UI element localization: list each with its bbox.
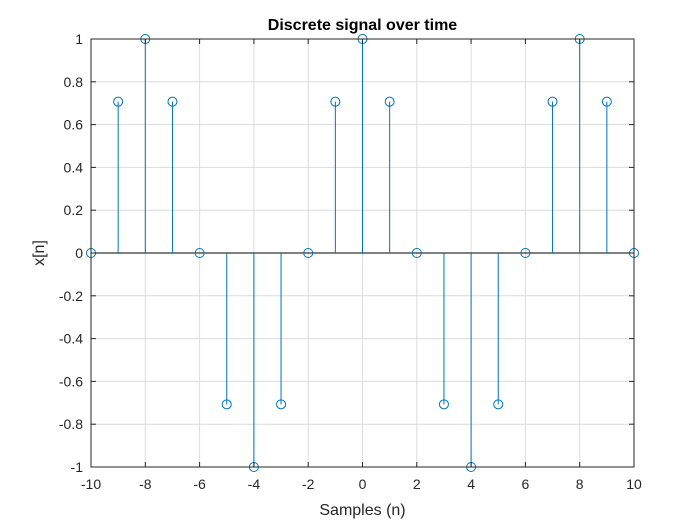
y-tick-label: 0 xyxy=(75,245,83,261)
stem-marker xyxy=(438,399,449,410)
stem-marker xyxy=(601,96,612,107)
x-tick-label: 10 xyxy=(626,476,642,492)
stem-marker xyxy=(221,399,232,410)
x-axis-label: Samples (n) xyxy=(319,502,405,519)
stem-marker xyxy=(303,248,314,258)
y-axis-label: x[n] xyxy=(31,240,48,266)
x-tick-label: 0 xyxy=(359,476,367,492)
stems xyxy=(117,39,608,467)
y-tick-label: -0.4 xyxy=(59,331,83,347)
x-tick-label: -6 xyxy=(193,476,206,492)
x-tick-label: -2 xyxy=(302,476,315,492)
y-tick-label: -0.2 xyxy=(59,288,83,304)
x-tick-label: -10 xyxy=(81,476,101,492)
x-tick-label: 4 xyxy=(467,476,475,492)
y-tick-labels: -1 -0.8 -0.6 -0.4 -0.2 0 0.2 0.4 0.6 0.8 1 xyxy=(59,31,83,475)
x-tick-label: -8 xyxy=(139,476,152,492)
y-tick-label: 0.6 xyxy=(64,117,84,133)
y-tick-label: 0.4 xyxy=(64,159,84,175)
y-tick-label: 0.2 xyxy=(64,202,84,218)
stem-marker xyxy=(520,248,531,258)
stem-marker xyxy=(330,96,341,107)
x-tick-labels: -10 -8 -6 -4 -2 0 2 4 6 8 10 xyxy=(81,476,642,492)
x-tick-label: 2 xyxy=(413,476,421,492)
y-tick-label: 0.8 xyxy=(64,74,84,90)
y-tick-label: -0.8 xyxy=(59,416,83,432)
stem-marker xyxy=(113,96,124,107)
axis-ticks xyxy=(90,38,635,468)
stem-marker xyxy=(411,248,422,258)
y-tick-label: -1 xyxy=(71,459,84,475)
stem-marker xyxy=(384,96,395,107)
chart-title: Discrete signal over time xyxy=(268,17,458,34)
x-tick-label: -4 xyxy=(248,476,261,492)
x-tick-label: 6 xyxy=(522,476,530,492)
y-tick-label: 1 xyxy=(75,31,83,47)
y-tick-label: -0.6 xyxy=(59,373,83,389)
x-tick-label: 8 xyxy=(576,476,584,492)
stem-marker xyxy=(493,399,504,410)
stem-marker xyxy=(547,96,558,107)
stem-marker xyxy=(194,248,205,258)
stem-marker xyxy=(276,399,287,410)
stem-marker xyxy=(167,96,178,107)
